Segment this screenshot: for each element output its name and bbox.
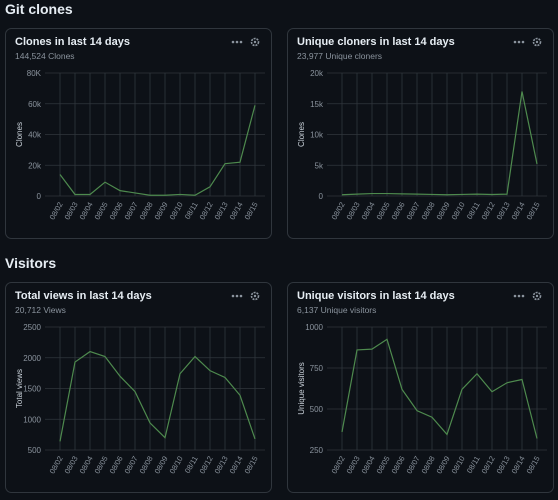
y-tick-label: 0 — [37, 192, 42, 201]
y-axis-label: Clones — [297, 122, 306, 147]
more-icon[interactable] — [517, 40, 521, 44]
more-icon[interactable] — [517, 294, 521, 298]
y-tick-label: 15k — [310, 100, 324, 109]
line — [341, 338, 538, 439]
y-tick-label: 80K — [27, 69, 42, 78]
settings-icon[interactable] — [532, 37, 542, 47]
settings-icon-center — [535, 40, 539, 44]
y-tick-label: 10k — [310, 131, 324, 140]
more-icon[interactable] — [521, 294, 525, 298]
chart-title: Unique visitors in last 14 days — [297, 290, 455, 302]
card — [287, 282, 554, 493]
settings-icon[interactable] — [250, 37, 260, 47]
y-tick-label: 750 — [310, 364, 324, 373]
y-tick-label: 2000 — [23, 354, 41, 363]
chart-title: Clones in last 14 days — [15, 36, 130, 48]
y-tick-label: 2500 — [23, 323, 41, 332]
y-tick-label: 1000 — [305, 323, 323, 332]
settings-icon-center — [535, 294, 539, 298]
chart-subtitle: 144,524 Clones — [15, 51, 75, 61]
y-tick-label: 250 — [310, 446, 324, 455]
y-tick-label: 500 — [310, 405, 324, 414]
card — [5, 28, 272, 239]
more-icon[interactable] — [231, 294, 235, 298]
section-heading: Git clones — [5, 1, 73, 17]
more-icon[interactable] — [513, 294, 517, 298]
line — [59, 105, 256, 196]
more-icon[interactable] — [239, 40, 243, 44]
y-axis-label: Total views — [15, 369, 24, 408]
card — [5, 282, 272, 493]
card — [287, 28, 554, 239]
settings-icon-center — [253, 294, 257, 298]
y-tick-label: 1000 — [23, 415, 41, 424]
settings-icon-center — [253, 40, 257, 44]
more-icon[interactable] — [513, 40, 517, 44]
more-icon[interactable] — [235, 40, 239, 44]
y-tick-label: 1500 — [23, 385, 41, 394]
y-tick-label: 5k — [315, 161, 324, 170]
y-tick-label: 0 — [319, 192, 324, 201]
line — [341, 91, 538, 196]
chart-subtitle: 20,712 Views — [15, 305, 66, 315]
chart-subtitle: 6,137 Unique visitors — [297, 305, 376, 315]
more-icon[interactable] — [235, 294, 239, 298]
y-tick-label: 20k — [28, 161, 42, 170]
chart-subtitle: 23,977 Unique cloners — [297, 51, 382, 61]
y-tick-label: 20k — [310, 69, 324, 78]
y-axis-label: Clones — [15, 122, 24, 147]
y-tick-label: 500 — [28, 446, 42, 455]
settings-icon[interactable] — [532, 291, 542, 301]
settings-icon[interactable] — [250, 291, 260, 301]
more-icon[interactable] — [239, 294, 243, 298]
section-heading: Visitors — [5, 255, 56, 271]
chart-title: Total views in last 14 days — [15, 290, 152, 302]
more-icon[interactable] — [521, 40, 525, 44]
y-axis-label: Unique visitors — [297, 362, 306, 414]
y-tick-label: 60k — [28, 100, 42, 109]
more-icon[interactable] — [231, 40, 235, 44]
chart-title: Unique cloners in last 14 days — [297, 36, 455, 48]
y-tick-label: 40k — [28, 131, 42, 140]
line — [59, 350, 256, 442]
